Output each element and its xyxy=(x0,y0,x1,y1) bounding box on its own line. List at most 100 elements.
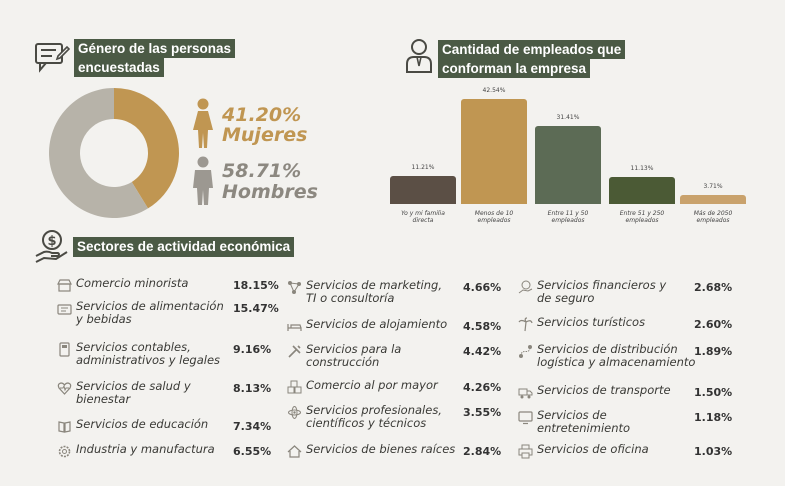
sector-value: 4.26% xyxy=(463,381,502,394)
bar-category-label-4: Entre 51 y 250 empleados xyxy=(601,210,683,224)
bar-category-label-2: Menos de 10 empleados xyxy=(453,210,535,224)
sector-item: Servicios contables, administrativos y le… xyxy=(57,341,273,367)
sectors-title: Sectores de actividad económica xyxy=(73,237,295,257)
gender-title-line-1: Género de las personas xyxy=(74,39,236,58)
printer-icon xyxy=(518,444,533,459)
food-icon xyxy=(57,304,72,315)
donut-slice-mujeres xyxy=(114,88,179,209)
sector-value: 7.34% xyxy=(233,420,272,433)
sector-value: 2.84% xyxy=(463,445,502,458)
sector-label: Servicios profesionales, científicos y té… xyxy=(306,404,442,430)
bar-1 xyxy=(390,176,456,204)
gender-title: Género de las personas encuestadas xyxy=(74,39,236,77)
sector-label-line: Servicios de xyxy=(537,408,607,422)
employee-icon xyxy=(404,38,434,74)
sector-value: 2.68% xyxy=(694,281,733,294)
atom-icon xyxy=(288,406,301,419)
tools-icon xyxy=(288,345,301,358)
sector-value: 3.55% xyxy=(463,406,502,419)
sector-item: Comercio minorista 18.15% xyxy=(57,277,279,293)
sector-value: 4.58% xyxy=(463,320,502,333)
sector-value: 4.42% xyxy=(463,345,502,358)
sector-item: Servicios para la construcción 4.42% xyxy=(287,343,503,369)
bar-category-label-line: empleados xyxy=(477,217,511,224)
bar-value-label-1: 11.21% xyxy=(411,164,435,172)
sector-label-line: Servicios turísticos xyxy=(537,315,646,329)
sector-label: Servicios de entretenimiento xyxy=(537,409,630,435)
employees-bar-chart: 11.21% Yo y mi familia directa 42.54% Menos … xyxy=(380,80,770,240)
bar-category-label-1: Yo y mi familia directa xyxy=(382,210,464,224)
sector-label-line: Servicios profesionales, xyxy=(306,403,442,417)
bar-category-label-3: Entre 11 y 50 empleados xyxy=(527,210,609,224)
gear-icon xyxy=(58,445,71,458)
male-label: Hombres xyxy=(222,181,318,203)
svg-text:$: $ xyxy=(47,234,56,249)
heartbeat-icon xyxy=(57,382,72,395)
employees-title-line-1: Cantidad de empleados que xyxy=(438,40,626,59)
sector-label-line: Servicios de educación xyxy=(76,417,209,431)
sector-label-line: Servicios de bienes raíces xyxy=(306,442,456,456)
sector-label-line: Servicios de distribución xyxy=(537,342,678,356)
sector-label-line: administrativos y legales xyxy=(76,353,221,367)
sector-label-line: de seguro xyxy=(537,291,595,305)
house-icon xyxy=(287,445,302,458)
sector-item: Servicios de distribución logística y alm… xyxy=(518,343,734,369)
sector-label-line: Comercio al por mayor xyxy=(306,378,438,392)
sector-item: Comercio al por mayor 4.26% xyxy=(287,379,503,395)
sector-item: Servicios de alimentación y bebidas 15.47% xyxy=(57,300,279,326)
bar-4 xyxy=(609,176,675,204)
bar-value-label-4: 11.13% xyxy=(630,164,654,172)
male-percentage: 58.71% xyxy=(222,160,302,182)
sector-item: Servicios de entretenimiento 1.18% xyxy=(518,409,734,435)
sector-item: Servicios profesionales, científicos y té… xyxy=(287,404,503,430)
bar-category-label-line: Menos de 10 xyxy=(474,210,514,217)
money-hand-icon xyxy=(518,280,533,294)
monitor-icon xyxy=(518,411,533,425)
boxes-icon xyxy=(287,380,302,394)
bar-category-label-5: Más de 2050 empleados xyxy=(672,210,754,224)
sector-label: Servicios para la construcción xyxy=(306,343,401,369)
sector-label-line: Servicios de alojamiento xyxy=(306,317,448,331)
sector-value: 1.18% xyxy=(694,411,733,424)
sector-value: 18.15% xyxy=(233,279,279,292)
sector-value: 2.60% xyxy=(694,318,733,331)
sector-label: Servicios de alimentación y bebidas xyxy=(76,300,224,326)
sector-item: Servicios de marketing, TI o consultoría 4… xyxy=(287,279,503,305)
sector-label: Servicios de oficina xyxy=(537,443,649,456)
sector-label-line: Servicios de oficina xyxy=(537,442,649,456)
bar-value-label-5: 3.71% xyxy=(703,182,723,190)
sector-label-line: logística y almacenamiento xyxy=(537,355,696,369)
sector-label-line: entretenimiento xyxy=(537,421,631,435)
sector-label: Servicios contables, administrativos y le… xyxy=(76,341,220,367)
route-icon xyxy=(519,345,532,358)
male-icon xyxy=(192,156,214,206)
bar-5 xyxy=(680,194,746,204)
sector-item: Servicios de alojamiento 4.58% xyxy=(287,318,503,334)
sector-item: Servicios de transporte 1.50% xyxy=(518,384,734,400)
sector-value: 1.89% xyxy=(694,345,733,358)
store-icon xyxy=(57,279,72,292)
truck-icon xyxy=(518,388,533,399)
sector-label-line: Industria y manufactura xyxy=(76,442,215,456)
female-label: Mujeres xyxy=(222,124,308,146)
gender-icon xyxy=(34,42,71,74)
sector-label: Comercio al por mayor xyxy=(306,379,438,392)
sector-item: Servicios de educación 7.34% xyxy=(57,418,273,434)
bar-category-label-line: Más de 2050 xyxy=(693,210,733,217)
sector-label: Servicios de educación xyxy=(76,418,208,431)
sector-label-line: Servicios de salud y xyxy=(76,379,191,393)
donut-slice-hombres xyxy=(49,88,149,218)
gender-donut-chart xyxy=(49,88,179,218)
calculator-icon xyxy=(59,342,70,357)
sector-label-line: bienestar xyxy=(76,392,131,406)
palm-icon xyxy=(518,317,533,332)
female-icon xyxy=(190,98,216,150)
network-icon xyxy=(288,281,301,294)
bar-category-label-line: Entre 51 y 250 xyxy=(619,210,665,217)
sector-value: 15.47% xyxy=(233,302,279,315)
bed-icon xyxy=(287,324,302,331)
sector-item: Servicios de salud y bienestar 8.13% xyxy=(57,380,273,406)
book-icon xyxy=(58,421,71,433)
sector-label: Servicios de distribución logística y alm… xyxy=(537,343,695,369)
bar-category-label-line: Entre 11 y 50 xyxy=(547,210,589,217)
